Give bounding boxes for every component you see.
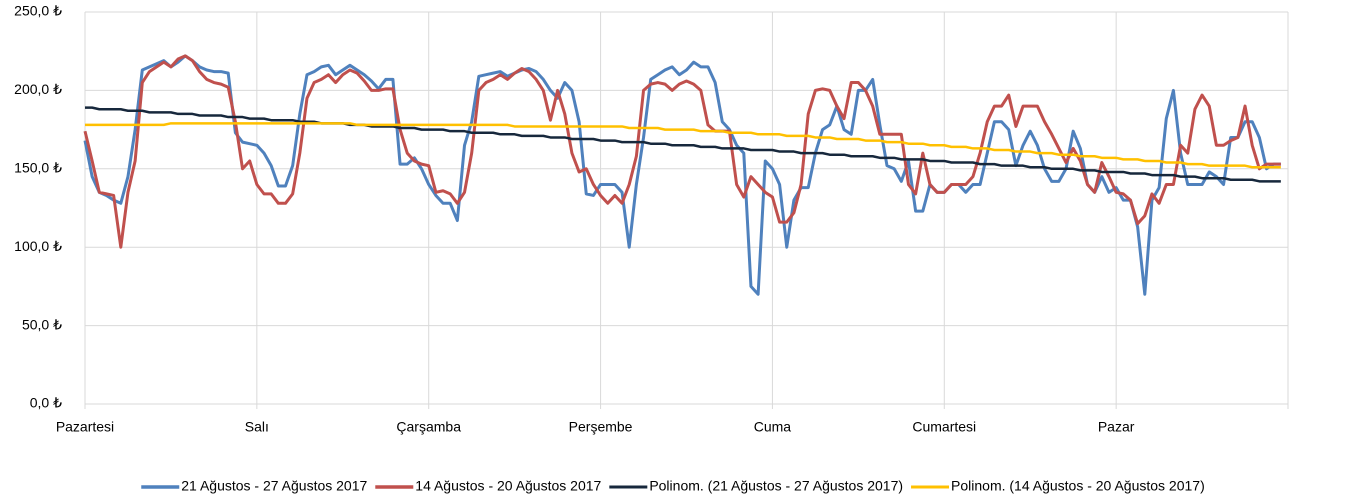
x-tick-label: Pazartesi [56,419,114,435]
x-tick-label: Cuma [754,419,792,435]
x-tick-label: Çarşamba [396,419,461,435]
y-tick-label: 0,0 ₺ [30,395,62,411]
series-line [85,122,1281,169]
series-line [83,54,1281,296]
legend: 21 Ağustos - 27 Ağustos 2017 14 Ağustos -… [141,478,1205,494]
series-line [85,106,1281,183]
x-tick-label: Salı [245,419,269,435]
legend-label: Polinom. (14 Ağustos - 20 Ağustos 2017) [951,478,1205,494]
x-tick-label: Cumartesi [912,419,976,435]
y-tick-label: 100,0 ₺ [14,238,62,254]
y-tick-label: 200,0 ₺ [14,81,62,97]
legend-label: 21 Ağustos - 27 Ağustos 2017 [181,478,367,494]
series-line [83,54,1281,249]
y-tick-label: 150,0 ₺ [14,160,62,176]
y-tick-label: 50,0 ₺ [22,316,62,332]
y-tick-label: 250,0 ₺ [14,3,62,19]
legend-label: 14 Ağustos - 20 Ağustos 2017 [415,478,601,494]
legend-label: Polinom. (21 Ağustos - 27 Ağustos 2017) [649,478,903,494]
x-tick-label: Perşembe [569,419,633,435]
x-tick-label: Pazar [1098,419,1135,435]
